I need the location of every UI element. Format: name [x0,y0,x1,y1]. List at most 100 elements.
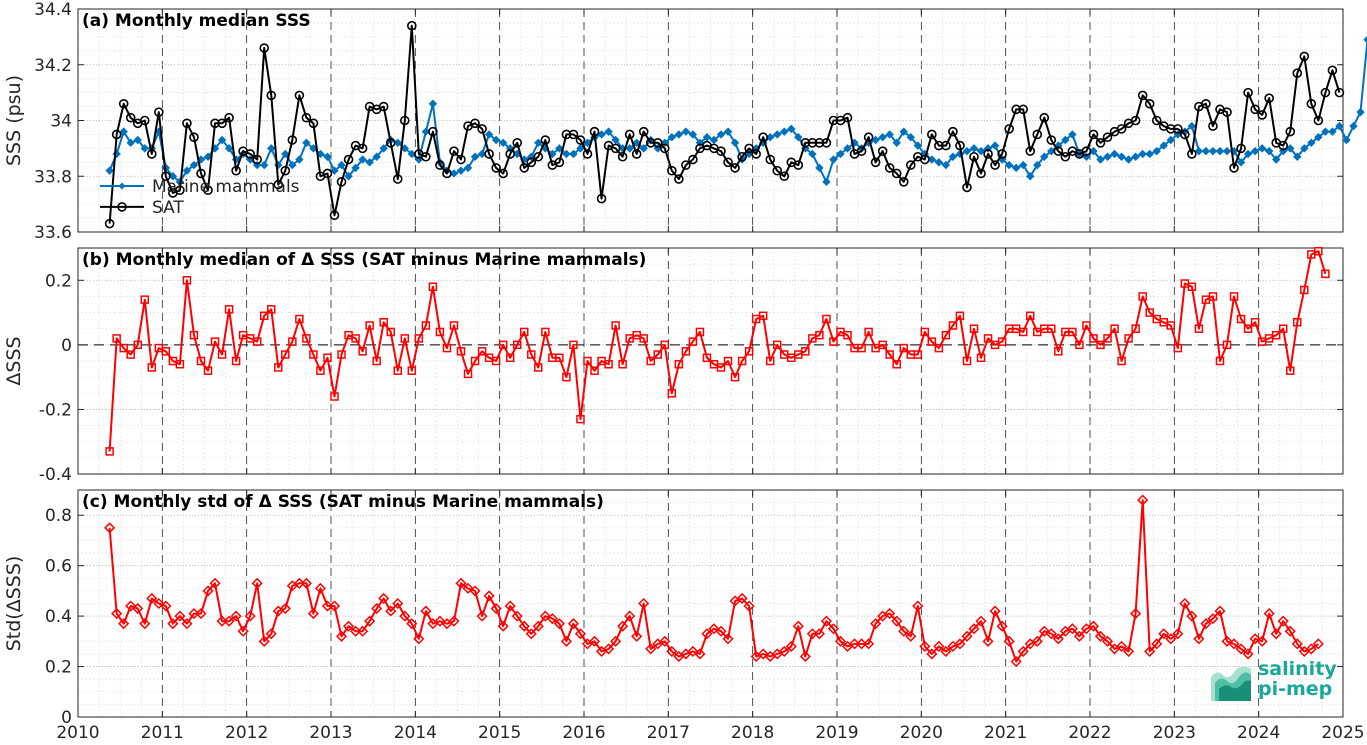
data-point [652,138,663,148]
data-point [111,608,123,620]
y-tick-label: -0.4 [39,465,72,485]
data-point [385,605,397,617]
x-tick-label: 2013 [309,723,352,743]
data-point [757,648,769,660]
x-tick-label: 2021 [984,723,1027,743]
data-point [469,585,481,597]
data-point [638,597,650,610]
data-point [1363,36,1367,44]
y-tick-label: -0.2 [39,400,72,420]
data-point [1236,314,1246,324]
data-point [146,149,157,159]
data-point [808,149,817,159]
data-point [927,155,937,164]
data-point [814,138,825,148]
data-point [1264,93,1274,103]
data-point [1243,87,1253,98]
data-point [323,152,332,161]
data-point [576,144,585,153]
data-point [532,620,544,632]
data-point [822,314,831,324]
data-point [392,174,403,184]
data-point [1312,638,1324,650]
x-tick-label: 2014 [394,723,437,743]
data-point [632,138,641,148]
legend-entry: SAT [152,198,184,218]
data-point [267,144,276,153]
data-point [941,330,951,340]
data-point [421,127,431,136]
data-point [1187,282,1197,291]
data-point [596,193,607,204]
data-point [518,620,530,632]
data-point [1215,356,1225,366]
data-point [125,112,136,123]
data-point [674,130,684,139]
data-point [1207,613,1219,625]
data-point [807,138,818,148]
data-point [996,620,1008,632]
data-point [307,608,319,620]
data-point [1082,321,1091,330]
data-point [955,311,965,321]
data-point [780,127,789,136]
y-tick-label: 34 [50,112,72,132]
data-point [1250,318,1260,327]
data-point [1208,146,1218,156]
data-point [519,327,529,337]
data-point [722,633,734,645]
data-point [590,366,599,375]
data-point [1285,366,1295,375]
data-point [548,149,557,159]
data-point [527,152,536,161]
data-point [568,129,579,140]
data-point [1300,285,1309,295]
data-point [898,177,909,187]
data-point [449,321,459,330]
data-point [737,356,747,366]
data-point [505,353,515,363]
data-point [316,366,325,375]
data-point [1257,144,1267,153]
data-point [449,146,459,156]
data-point [322,168,333,179]
data-point [892,359,901,369]
data-point [870,618,882,630]
data-point [877,146,888,156]
data-point [766,133,775,142]
data-point [1249,633,1261,645]
data-point [912,600,924,612]
data-point [104,522,116,534]
data-point [400,334,410,343]
data-point [378,101,389,112]
logo-text-line1: salinity [1258,658,1337,680]
data-point [1229,292,1239,301]
data-point [723,356,733,366]
data-point [716,363,726,372]
data-point [1214,605,1226,617]
y-axis-label: SSS (psu) [3,75,25,166]
data-point [343,154,354,165]
data-point [230,610,242,622]
data-point [1327,65,1338,76]
data-point [371,602,383,615]
data-point [1004,160,1014,170]
data-point [801,347,810,356]
data-point [913,350,923,359]
data-point [245,149,255,159]
data-point [857,343,866,353]
data-point [153,597,165,610]
data-point [1208,121,1218,131]
data-point [119,127,128,136]
data-point [624,129,635,140]
data-point [1335,121,1344,131]
data-point [126,350,135,359]
data-point [456,166,466,175]
data-point [1130,608,1142,620]
data-point [1293,318,1302,327]
data-point [955,140,965,151]
data-point [948,126,958,137]
data-point [624,610,636,622]
data-point [267,305,276,314]
data-point [716,130,726,139]
